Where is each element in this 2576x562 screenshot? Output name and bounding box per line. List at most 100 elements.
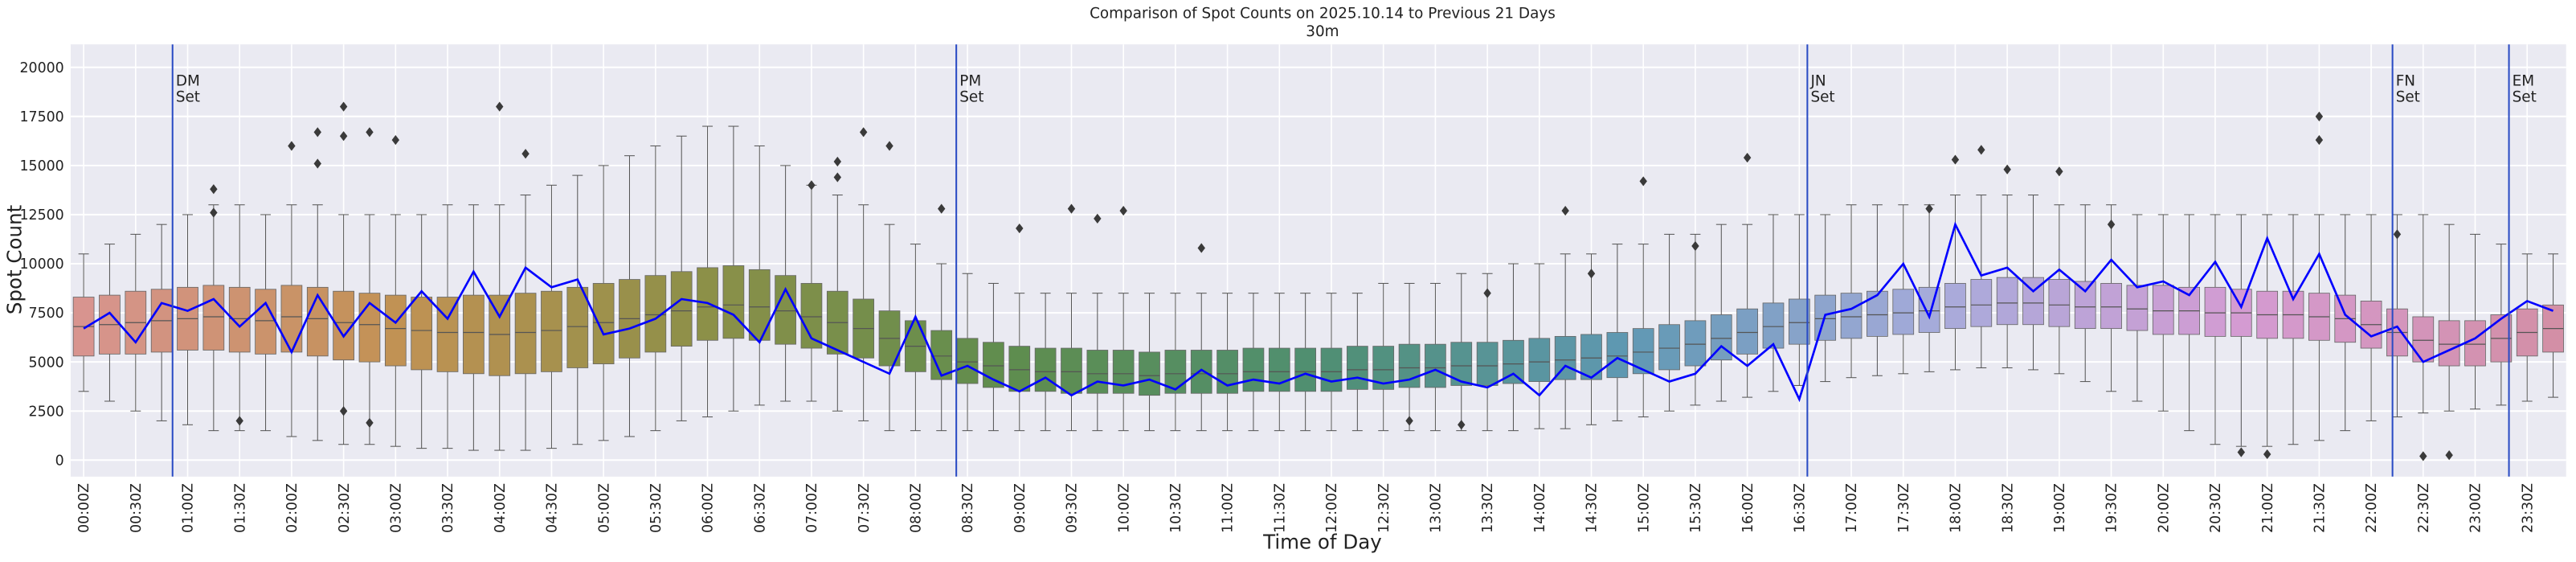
box-body xyxy=(1268,347,1290,392)
x-tick-label: 05:00Z xyxy=(596,483,612,533)
outlier xyxy=(2003,164,2011,174)
box-body xyxy=(1736,308,1758,355)
box xyxy=(1632,244,1654,418)
box xyxy=(2048,204,2071,375)
box xyxy=(1320,293,1343,432)
x-tick-label: 11:00Z xyxy=(1221,483,1237,533)
y-axis-label: Spot Count xyxy=(3,204,27,314)
y-tick-label: 7500 xyxy=(29,306,64,322)
box-body xyxy=(1632,328,1654,375)
box xyxy=(826,195,848,412)
box xyxy=(775,165,796,402)
box xyxy=(1528,263,1551,429)
outlier xyxy=(339,131,348,142)
outlier xyxy=(1691,240,1699,252)
x-tick-label: 09:00Z xyxy=(1012,483,1028,533)
box xyxy=(1476,273,1499,432)
box xyxy=(2360,214,2382,421)
x-tick-label: 11:30Z xyxy=(1272,483,1288,533)
box xyxy=(905,244,926,432)
box xyxy=(1606,244,1629,421)
x-tick-label: 21:30Z xyxy=(2312,483,2329,533)
box-body xyxy=(956,338,979,384)
box xyxy=(2334,214,2357,432)
outlier xyxy=(1483,288,1491,298)
box-body xyxy=(1425,343,1446,388)
box xyxy=(411,214,433,449)
box-body xyxy=(1944,283,1966,330)
box xyxy=(202,204,225,432)
box xyxy=(2386,214,2408,418)
box xyxy=(72,253,95,392)
box-body xyxy=(1476,342,1499,386)
chart-subtitle: 30m xyxy=(1306,23,1339,40)
box-body xyxy=(489,294,511,376)
x-tick-label: 07:30Z xyxy=(857,483,873,533)
box xyxy=(2256,214,2279,447)
box xyxy=(489,204,511,451)
x-tick-label: 18:30Z xyxy=(2000,483,2016,533)
box xyxy=(1139,293,1160,432)
y-tick-label: 0 xyxy=(55,453,64,469)
outlier xyxy=(235,416,243,426)
box-body xyxy=(1606,332,1629,379)
x-tick-label: 12:30Z xyxy=(1376,483,1392,533)
box-body xyxy=(2438,320,2460,367)
box xyxy=(384,214,407,447)
x-axis-label: Time of Day xyxy=(1262,531,1382,554)
box xyxy=(1580,253,1602,425)
x-tick-label: 18:00Z xyxy=(1948,483,1965,533)
box-body xyxy=(2204,286,2226,337)
outlier xyxy=(2315,135,2324,146)
box xyxy=(1034,293,1057,432)
box-body xyxy=(2464,320,2486,367)
outlier xyxy=(288,141,296,151)
x-tick-label: 01:00Z xyxy=(181,483,197,533)
y-tick-label: 2500 xyxy=(29,404,64,420)
box-body xyxy=(930,330,953,380)
x-tick-label: 22:30Z xyxy=(2416,483,2432,533)
outlier xyxy=(366,417,374,428)
box xyxy=(280,204,303,437)
box xyxy=(619,155,640,437)
x-tick-label: 03:30Z xyxy=(440,483,456,533)
box xyxy=(1294,293,1316,432)
box-body xyxy=(1528,338,1551,382)
box-body xyxy=(202,285,225,351)
event-label: Set xyxy=(1810,89,1834,106)
x-tick-label: 05:30Z xyxy=(648,483,664,533)
outlier xyxy=(339,406,348,416)
box-body xyxy=(775,275,796,345)
box-body xyxy=(1139,351,1160,396)
box xyxy=(306,204,329,441)
box-body xyxy=(280,285,303,353)
box xyxy=(177,214,198,425)
box-body xyxy=(670,271,693,347)
box-body xyxy=(2152,285,2174,335)
comparison-line xyxy=(83,221,2554,403)
box-body xyxy=(1216,350,1238,394)
box xyxy=(2464,233,2486,410)
box-body xyxy=(2126,285,2149,331)
x-tick-label: 22:00Z xyxy=(2364,483,2380,533)
box xyxy=(1242,293,1265,432)
box xyxy=(566,174,589,445)
box xyxy=(2100,204,2122,392)
event-label: JN xyxy=(1809,72,1826,89)
box xyxy=(150,224,173,421)
x-tick-label: 08:00Z xyxy=(908,483,924,533)
box-body xyxy=(1996,277,2018,326)
outlier xyxy=(2107,219,2116,230)
box xyxy=(1840,204,1862,379)
x-tick-label: 01:30Z xyxy=(232,483,248,533)
box xyxy=(2126,214,2149,402)
x-tick-label: 14:00Z xyxy=(1532,483,1548,533)
x-tick-label: 12:00Z xyxy=(1324,483,1340,533)
box-body xyxy=(1892,289,1915,335)
box xyxy=(1996,195,2018,368)
box-body xyxy=(1294,347,1316,392)
outlier xyxy=(2393,229,2402,240)
event-label: Set xyxy=(2396,89,2420,106)
box xyxy=(436,204,459,449)
x-tick-label: 21:00Z xyxy=(2260,483,2276,533)
